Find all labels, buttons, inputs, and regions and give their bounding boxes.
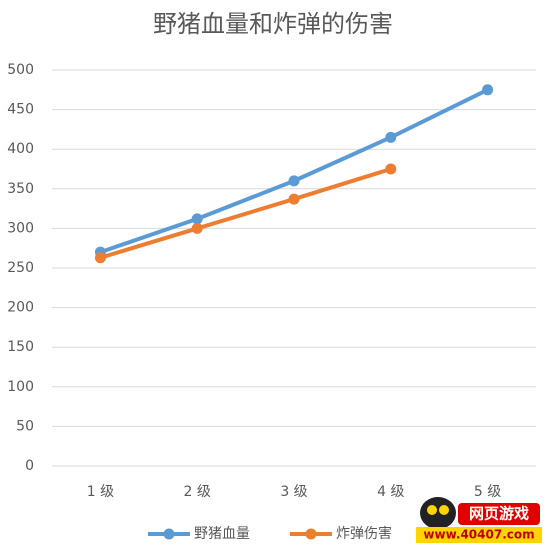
watermark-badge	[458, 503, 540, 525]
x-tick-label: 5 级	[474, 484, 501, 500]
data-point	[385, 163, 397, 175]
y-tick-label: 500	[7, 62, 34, 78]
y-tick-label: 250	[7, 260, 34, 276]
watermark-url: www.40407.com	[423, 528, 534, 542]
watermark-badge	[416, 527, 542, 543]
data-point	[482, 84, 494, 96]
data-point	[94, 252, 106, 264]
y-tick-label: 300	[7, 220, 34, 236]
y-tick-label: 350	[7, 181, 34, 197]
y-tick-label: 100	[7, 379, 34, 395]
x-tick-label: 3 级	[280, 484, 307, 500]
y-tick-label: 450	[7, 102, 34, 118]
legend-marker	[163, 528, 175, 540]
data-point	[288, 193, 300, 205]
watermark-icon	[439, 505, 449, 515]
y-tick-label: 150	[7, 339, 34, 355]
data-point	[288, 175, 300, 187]
data-point	[191, 222, 203, 234]
data-point	[191, 213, 203, 225]
watermark-icon	[420, 497, 456, 529]
legend-marker	[305, 528, 317, 540]
y-tick-label: 0	[25, 458, 34, 474]
y-tick-label: 200	[7, 300, 34, 316]
watermark-icon	[427, 505, 437, 515]
data-point	[385, 131, 397, 143]
watermark-title: 网页游戏	[469, 505, 529, 523]
y-tick-label: 400	[7, 141, 34, 157]
x-tick-label: 2 级	[184, 484, 211, 500]
x-tick-label: 1 级	[87, 484, 114, 500]
x-tick-label: 4 级	[377, 484, 404, 500]
series-line	[99, 167, 392, 260]
series-line	[99, 88, 489, 255]
legend-label: 炸弹伤害	[336, 526, 392, 542]
chart-title: 野猪血量和炸弹的伤害	[153, 10, 393, 38]
legend-label: 野猪血量	[194, 526, 250, 542]
watermark: 网页游戏 www.40407.com	[416, 497, 542, 543]
y-tick-label: 50	[16, 418, 34, 434]
